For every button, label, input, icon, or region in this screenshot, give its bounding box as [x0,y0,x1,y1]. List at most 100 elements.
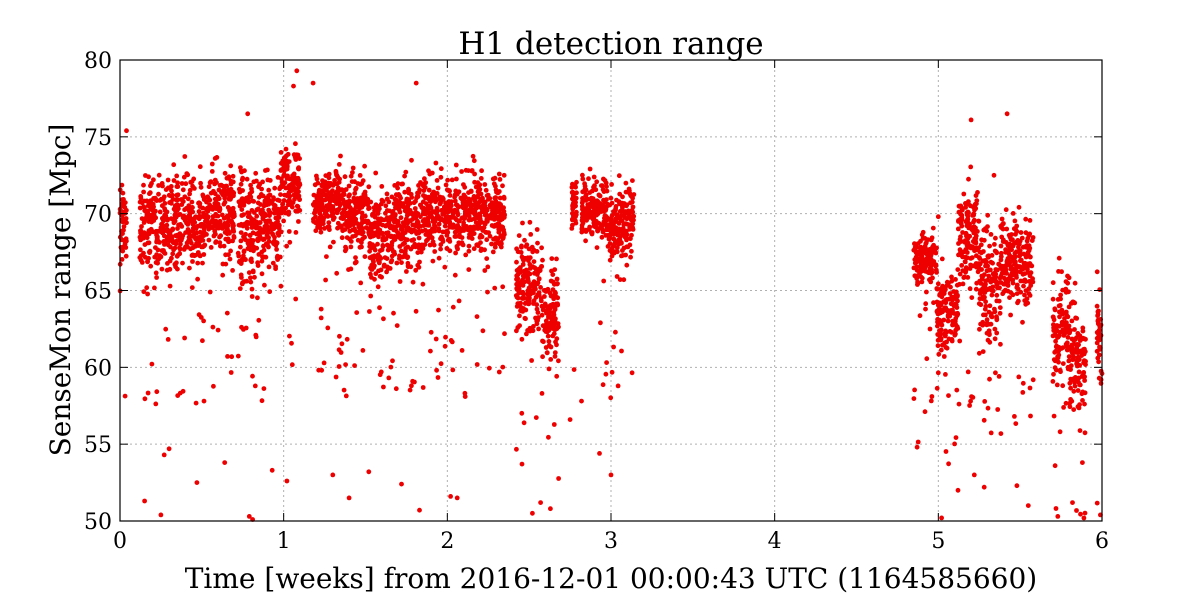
data-point [182,207,188,213]
data-point [1050,314,1056,320]
data-point [1065,323,1070,329]
data-point [227,196,232,202]
data-point [977,326,982,332]
data-point [312,210,317,216]
data-point [998,431,1004,436]
data-point [520,289,526,295]
data-point [614,274,620,279]
data-point [466,217,472,223]
data-point [934,245,939,251]
data-point [535,310,541,315]
data-point [339,187,345,193]
data-point [1080,398,1085,403]
data-point [968,398,973,404]
data-point [187,191,193,197]
data-point [490,249,496,255]
data-point [988,430,994,436]
data-point [491,224,497,229]
data-point [479,220,485,225]
data-point [1052,463,1058,469]
data-point [551,309,557,315]
data-point [1082,401,1087,407]
data-point [265,196,271,201]
data-point [440,212,446,217]
data-point [220,224,226,230]
data-point [359,231,365,237]
data-point [1053,344,1059,350]
data-point [616,199,622,205]
data-point [148,198,154,204]
data-point [523,316,528,322]
data-point [459,169,464,174]
data-point [1014,264,1020,270]
data-point [182,154,188,159]
data-point [554,276,560,282]
data-point [385,243,391,249]
data-point [1010,280,1016,286]
data-point [461,182,466,188]
data-point [940,342,945,348]
data-point [163,326,169,332]
data-point [529,244,535,250]
data-point [141,189,147,195]
y-tick-label: 55 [84,433,112,458]
data-point [501,172,507,178]
data-point [990,260,995,266]
data-point [594,201,600,207]
data-point [184,240,190,246]
data-point [1015,300,1020,306]
data-point [366,184,372,190]
data-point [220,261,226,267]
data-point [156,183,162,188]
data-point [998,250,1004,256]
data-point [551,422,557,427]
data-point [248,279,254,285]
data-point [389,253,395,259]
data-point [983,226,988,232]
data-point [341,215,346,221]
data-point [466,267,472,272]
data-point [343,362,348,367]
data-point [311,216,316,222]
data-point [445,215,451,221]
data-point [434,205,440,211]
data-point [230,228,236,233]
data-point [914,444,920,450]
data-point [613,329,618,335]
data-point [1080,460,1085,465]
data-point [351,195,357,201]
data-point [984,287,990,293]
data-point [969,255,975,260]
data-point [997,305,1003,310]
data-point [212,196,218,202]
data-point [430,239,436,245]
data-point [480,203,485,209]
data-point [372,214,378,220]
data-point [943,328,948,334]
data-point [528,282,534,288]
data-point [613,225,619,231]
data-point [605,223,611,229]
data-point [175,234,181,239]
data-point [1000,291,1006,297]
data-point [182,194,188,200]
data-point [544,350,550,356]
data-point [580,172,585,178]
data-point [138,195,144,201]
data-point [1094,348,1100,354]
data-point [271,223,276,229]
data-point [259,398,265,404]
data-point [347,236,352,242]
data-point [120,190,126,196]
data-point [403,169,409,175]
data-point [940,309,946,314]
data-point [935,317,940,322]
data-point [1078,336,1084,342]
data-point [1061,405,1066,410]
data-point [999,216,1005,222]
data-point [998,225,1004,231]
data-point [171,178,177,183]
data-point [934,309,940,314]
data-point [362,197,368,203]
data-point [952,441,957,447]
